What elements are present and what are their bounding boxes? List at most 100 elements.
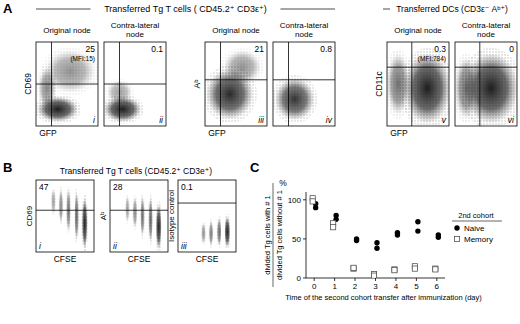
flow-plot (385, 42, 454, 129)
tick-label: 50 (292, 235, 301, 244)
column-header: Contra-lateralnode (280, 21, 329, 39)
gate-line (220, 42, 221, 126)
cell-clouds (201, 214, 231, 250)
line: Contra-lateral (462, 21, 511, 30)
line: node (295, 30, 313, 39)
axis-label: Aᵇ (192, 80, 202, 89)
flow-plot (110, 180, 168, 253)
percent: 0 (509, 44, 514, 54)
x-tick (395, 278, 396, 281)
gate-line (178, 203, 236, 204)
gate-line (411, 42, 412, 126)
gate-line (36, 84, 98, 85)
panel-label: C (250, 160, 260, 175)
cell-scatter (201, 221, 206, 246)
tick-label: 1 (332, 282, 337, 291)
tick-label: 3 (373, 282, 378, 291)
roman: v (442, 115, 447, 125)
legend-marker (454, 236, 459, 241)
cell-clouds (205, 48, 264, 123)
cell-scatter (37, 64, 57, 112)
column-header: Original node (43, 26, 91, 35)
cell-scatter (155, 200, 162, 252)
point (415, 219, 420, 224)
y-tick (303, 278, 306, 279)
axis-label: CD69 (25, 205, 34, 226)
tick-label: 2 (353, 282, 358, 291)
gate-line (273, 79, 335, 80)
x-tick (375, 278, 376, 281)
axis-label: divided Tg cells with # 1 (263, 195, 272, 275)
gate-line (455, 67, 517, 68)
cell-scatter (140, 193, 145, 239)
axis-label: GFP (390, 128, 408, 138)
gate-line (110, 210, 168, 211)
flow-plot (272, 42, 335, 126)
flow-plot (203, 42, 267, 126)
plot-frame (273, 42, 335, 126)
flow-plot (34, 42, 98, 126)
points (310, 196, 441, 278)
percent: 28 (113, 182, 123, 192)
gate-line (479, 42, 480, 126)
flow-plot (101, 42, 166, 126)
point (412, 266, 417, 271)
cell-scatter (51, 187, 56, 217)
cell-scatter (217, 215, 222, 248)
line: node (477, 30, 495, 39)
tick-label: 5 (414, 282, 419, 291)
point (433, 267, 438, 272)
column-header: Contra-lateralnode (111, 21, 160, 39)
cell-clouds (273, 75, 318, 123)
plot-frame (205, 42, 267, 126)
point (374, 240, 379, 245)
cell-clouds (51, 185, 88, 252)
legend-title: 2nd cohort (458, 211, 494, 220)
point (351, 266, 356, 271)
x-tick (334, 278, 335, 281)
y-axis (306, 192, 307, 278)
tick-label: 4 (394, 282, 399, 291)
mfi-note: (MFI:784) (418, 55, 446, 63)
header: Transferred Tg T cells ( CD45.2⁺ CD3ε⁺) (104, 4, 267, 14)
roman: iii (181, 241, 188, 251)
axis-label: CD11c (374, 71, 384, 97)
axis-label: CFSE (128, 254, 151, 264)
point (354, 238, 359, 243)
flow-plot (178, 180, 236, 252)
x-tick (436, 278, 437, 281)
legend-rule (452, 221, 502, 222)
axis-label: CD69 (23, 73, 33, 95)
header: Transferred DCs (CD3ε⁻ Aᵇ⁺) (396, 4, 508, 14)
gate-line (387, 67, 449, 68)
point (436, 235, 441, 240)
cell-scatter (224, 214, 231, 250)
roman: i (93, 115, 96, 125)
column-header: Original node (212, 26, 260, 35)
roman: vi (508, 115, 515, 125)
x-tick (355, 278, 356, 281)
roman: iii (258, 115, 265, 125)
point (415, 228, 420, 233)
header-rule (281, 9, 336, 10)
point (351, 265, 356, 270)
header-rule (36, 9, 91, 10)
roman: ii (159, 115, 164, 125)
cell-scatter (125, 194, 130, 224)
cell-scatter (387, 49, 411, 119)
axis-label: CFSE (54, 254, 77, 264)
point (392, 268, 397, 273)
axis-label: CFSE (196, 254, 219, 264)
panel-label: A (3, 1, 13, 16)
plot-frame (104, 42, 166, 126)
cell-scatter (74, 188, 79, 244)
cell-scatter (148, 193, 153, 246)
column-header: Contra-lateralnode (462, 21, 511, 39)
plot-frame (455, 42, 517, 126)
axis-label: Aᵇ (99, 212, 108, 220)
legend-label: Memory (464, 235, 493, 244)
roman: i (39, 241, 42, 251)
figure: A Transferred Tg T cells ( CD45.2⁺ CD3ε⁺)… (0, 0, 520, 324)
header-rule (383, 9, 390, 10)
axis-label: GFP (39, 128, 57, 138)
